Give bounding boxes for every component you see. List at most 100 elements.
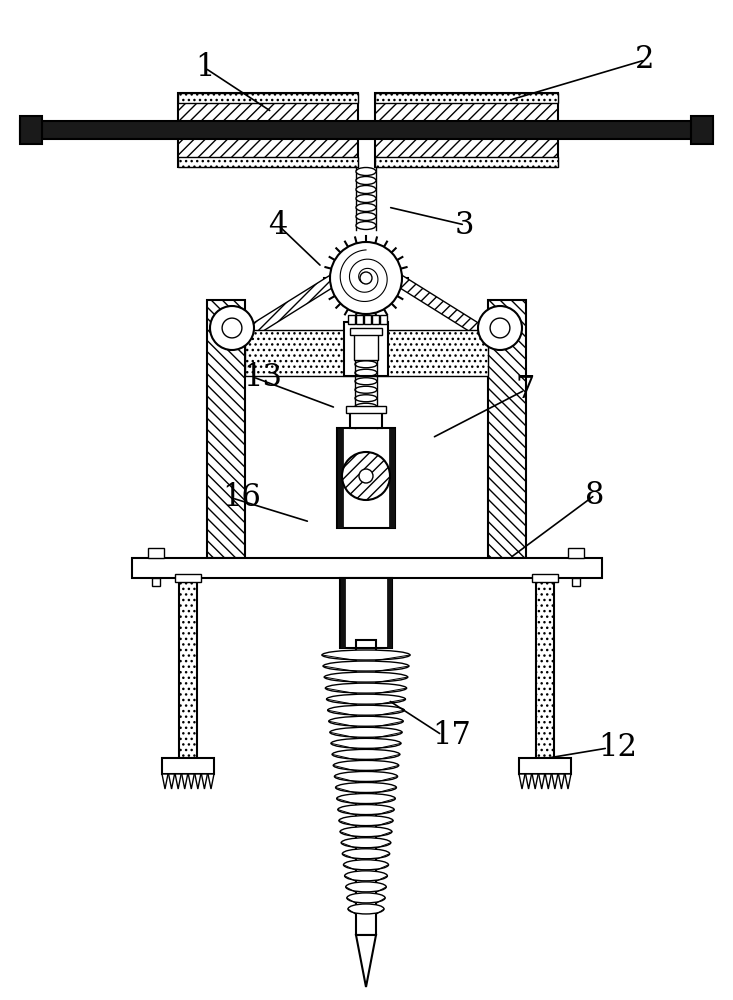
Bar <box>356 315 363 324</box>
Ellipse shape <box>356 167 376 176</box>
Bar <box>568 548 584 558</box>
Polygon shape <box>188 774 194 789</box>
Bar <box>340 578 345 648</box>
Polygon shape <box>559 774 564 789</box>
Circle shape <box>342 452 390 500</box>
Ellipse shape <box>345 871 388 881</box>
Ellipse shape <box>356 194 376 202</box>
Bar <box>337 428 395 528</box>
Ellipse shape <box>339 816 393 826</box>
Bar <box>387 578 392 648</box>
Bar <box>178 93 358 167</box>
Ellipse shape <box>322 650 410 660</box>
Text: 7: 7 <box>515 374 534 406</box>
Polygon shape <box>356 935 376 987</box>
Bar <box>162 758 214 774</box>
Bar <box>532 574 558 582</box>
Bar <box>20 121 713 139</box>
Ellipse shape <box>356 213 376 221</box>
Polygon shape <box>162 774 168 789</box>
Ellipse shape <box>328 705 405 715</box>
Polygon shape <box>169 774 174 789</box>
Polygon shape <box>545 774 551 789</box>
Polygon shape <box>565 774 571 789</box>
Ellipse shape <box>324 672 408 682</box>
Bar <box>175 574 201 582</box>
Polygon shape <box>526 774 531 789</box>
Ellipse shape <box>329 716 403 726</box>
Text: 16: 16 <box>222 483 261 514</box>
Polygon shape <box>400 274 480 338</box>
Circle shape <box>478 306 522 350</box>
Ellipse shape <box>356 186 376 194</box>
Text: 17: 17 <box>432 720 471 750</box>
Ellipse shape <box>342 849 390 859</box>
Ellipse shape <box>356 204 376 212</box>
Bar <box>179 578 197 758</box>
Ellipse shape <box>325 683 407 693</box>
Bar <box>354 332 378 360</box>
Bar <box>207 300 245 558</box>
Bar <box>20 116 42 144</box>
Polygon shape <box>182 774 188 789</box>
Polygon shape <box>519 774 525 789</box>
Bar <box>572 578 580 586</box>
Polygon shape <box>539 774 545 789</box>
Bar <box>340 578 392 648</box>
Bar <box>346 406 386 413</box>
Polygon shape <box>252 274 332 338</box>
Bar <box>148 548 164 558</box>
Polygon shape <box>208 774 214 789</box>
Bar <box>380 315 387 324</box>
Ellipse shape <box>334 760 399 770</box>
Ellipse shape <box>356 222 376 230</box>
Ellipse shape <box>338 805 394 815</box>
Polygon shape <box>532 774 538 789</box>
Bar <box>245 330 488 376</box>
Circle shape <box>330 242 402 314</box>
Bar <box>350 410 382 428</box>
Bar <box>691 116 713 144</box>
Ellipse shape <box>346 882 386 892</box>
Ellipse shape <box>323 661 409 671</box>
Bar <box>350 328 382 335</box>
Bar <box>337 428 343 528</box>
Bar <box>375 157 558 167</box>
Text: 12: 12 <box>598 732 637 764</box>
Ellipse shape <box>347 893 385 903</box>
Ellipse shape <box>336 782 397 792</box>
Bar <box>375 93 558 103</box>
Bar <box>372 315 379 324</box>
Bar <box>389 428 395 528</box>
Ellipse shape <box>340 827 392 837</box>
Bar <box>178 93 358 103</box>
Polygon shape <box>175 774 181 789</box>
Text: 4: 4 <box>268 210 287 240</box>
Ellipse shape <box>348 904 384 914</box>
Ellipse shape <box>356 176 376 184</box>
Text: 2: 2 <box>635 44 655 76</box>
Text: 13: 13 <box>243 361 282 392</box>
Bar <box>356 640 376 935</box>
Polygon shape <box>202 774 207 789</box>
Bar <box>132 558 602 578</box>
Bar <box>488 300 526 558</box>
Bar <box>536 578 554 758</box>
Polygon shape <box>195 774 201 789</box>
Ellipse shape <box>342 838 391 848</box>
Ellipse shape <box>331 738 401 748</box>
Text: 1: 1 <box>195 52 215 84</box>
Bar <box>364 315 371 324</box>
Circle shape <box>210 306 254 350</box>
Ellipse shape <box>330 727 402 737</box>
Ellipse shape <box>344 860 388 870</box>
Text: 8: 8 <box>585 480 605 510</box>
Circle shape <box>359 469 373 483</box>
Bar <box>519 758 571 774</box>
Text: 3: 3 <box>455 210 474 240</box>
Bar <box>152 578 160 586</box>
Bar <box>344 322 388 376</box>
Ellipse shape <box>326 694 405 704</box>
Circle shape <box>360 272 372 284</box>
Ellipse shape <box>336 794 395 804</box>
